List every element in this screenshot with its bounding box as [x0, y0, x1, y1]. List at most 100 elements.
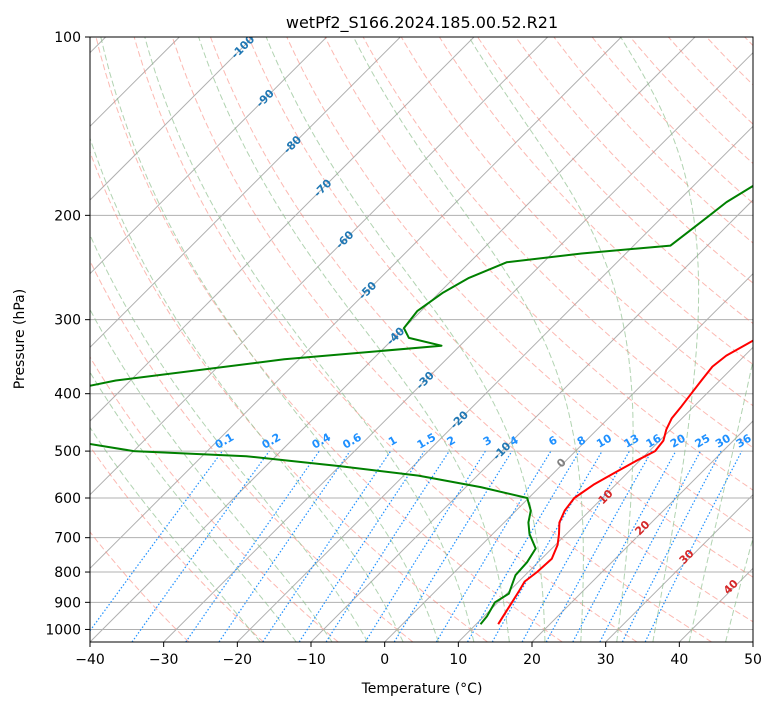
- mixing-ratio-line: [599, 450, 702, 642]
- mixing-ratio-label: 13: [622, 432, 642, 451]
- x-tick-label: −20: [223, 652, 253, 668]
- mixing-ratio-label: 20: [668, 431, 688, 450]
- dry-adiabat-line: [90, 445, 264, 642]
- mixing-ratio-line: [325, 450, 450, 642]
- dry-adiabat-line: [133, 37, 638, 642]
- moist-adiabat-line: [353, 37, 584, 642]
- x-axis-title: Temperature (°C): [361, 681, 483, 697]
- y-tick-label: 800: [54, 565, 81, 581]
- y-tick-label: 1000: [45, 622, 81, 638]
- moist-adiabat-label: 0: [554, 455, 569, 470]
- isotherm-line: [90, 37, 549, 496]
- isotherm-line: [90, 37, 696, 642]
- mixing-ratio-label: 25: [693, 432, 713, 451]
- mixing-ratio-line: [644, 450, 743, 642]
- y-tick-label: 400: [54, 387, 81, 403]
- isotherm-line: [90, 37, 475, 422]
- dry-adiabat-line: [553, 37, 753, 244]
- mixing-ratio-line: [218, 450, 351, 642]
- dry-adiabat-line: [629, 37, 753, 165]
- mixing-ratio-label: 0.2: [260, 431, 283, 452]
- moist-adiabat-line: [90, 371, 297, 642]
- mixing-ratio-line: [393, 450, 513, 642]
- moist-adiabat-line: [90, 308, 333, 642]
- dry-adiabat-line: [90, 259, 414, 642]
- plot-frame: [89, 36, 754, 643]
- y-tick-label: 100: [54, 30, 81, 46]
- mixing-ratio-label: 6: [546, 433, 559, 448]
- moist-adiabat-line: [265, 37, 546, 642]
- moist-adiabat-line: [144, 37, 475, 642]
- mixing-ratio-line: [90, 450, 223, 632]
- profile-lines: [90, 184, 753, 625]
- moist-adiabat-line: [90, 233, 369, 642]
- dry-adiabat-line: [286, 37, 753, 534]
- moist-adiabat-line: [90, 136, 404, 642]
- dry-adiabat-line: [324, 37, 753, 491]
- dewpoint-profile-line: [90, 184, 753, 625]
- mixing-ratio-line: [364, 450, 486, 642]
- x-tick-label: 40: [670, 652, 688, 668]
- y-tick-label: 200: [54, 208, 81, 224]
- mixing-ratio-line: [262, 450, 392, 642]
- y-tick-label: 700: [54, 531, 81, 547]
- background-lines: [90, 37, 775, 642]
- mixing-ratio-label: 1: [386, 434, 399, 449]
- chart-title: wetPf2_S166.2024.185.00.52.R21: [286, 13, 558, 33]
- dry-adiabat-line: [248, 37, 753, 578]
- isotherm-line: [90, 37, 254, 201]
- dry-adiabat-line: [210, 37, 753, 623]
- y-axis-title: Pressure (hPa): [12, 289, 28, 389]
- y-tick-label: 600: [54, 491, 81, 507]
- mixing-ratio-line: [621, 450, 722, 642]
- mixing-ratio-line: [131, 450, 270, 642]
- isotherm-line: [236, 125, 753, 642]
- moist-adiabat-line: [90, 426, 261, 642]
- mixing-ratio-label: 10: [594, 431, 614, 450]
- isotherm-line: [678, 567, 753, 642]
- isotherm-line: [531, 420, 753, 642]
- dry-adiabat-line: [515, 37, 753, 284]
- x-tick-label: 30: [597, 652, 615, 668]
- isotherm-line: [384, 272, 753, 642]
- mixing-ratio-line: [572, 450, 677, 642]
- dry-adiabat-line: [400, 37, 753, 407]
- isotherm-line: [90, 37, 401, 349]
- x-tick-label: −40: [75, 652, 105, 668]
- moist-adiabat-label: 20: [632, 518, 652, 538]
- x-tick-label: 0: [380, 652, 389, 668]
- mixing-ratio-label: 2: [445, 434, 458, 449]
- y-tick-label: 900: [54, 595, 81, 611]
- x-tick-label: −10: [296, 652, 326, 668]
- moist-adiabat-line: [688, 358, 753, 642]
- y-tick-label: 300: [54, 313, 81, 329]
- mixing-ratio-label: 36: [734, 431, 754, 450]
- temperature-profile-line: [497, 339, 753, 625]
- moist-adiabat-label: 30: [677, 547, 697, 567]
- mixing-ratio-label: 1.5: [415, 431, 438, 452]
- moist-adiabat-line: [620, 37, 700, 642]
- dry-adiabat-line: [477, 37, 753, 325]
- mixing-ratio-label: 16: [644, 431, 664, 450]
- dry-adiabat-line: [362, 37, 753, 449]
- moist-adiabat-line: [725, 536, 753, 642]
- mixing-ratio-label: 0.6: [340, 430, 364, 451]
- moist-adiabat-line: [762, 37, 775, 642]
- mixing-ratio-line: [521, 450, 631, 642]
- dry-adiabat-line: [438, 37, 753, 366]
- isotherm-line: [90, 37, 328, 275]
- moist-adiabat-line: [198, 37, 510, 642]
- isotherm-line: [90, 37, 622, 570]
- isotherm-line: [605, 493, 753, 642]
- mixing-ratio-line: [545, 450, 653, 642]
- dry-adiabat-line: [90, 356, 339, 642]
- isotherm-line: [163, 51, 753, 642]
- moist-adiabat-line: [100, 37, 439, 642]
- y-tick-label: 500: [54, 444, 81, 460]
- x-tick-label: 10: [449, 652, 467, 668]
- x-tick-label: −30: [149, 652, 179, 668]
- moist-adiabat-line: [468, 37, 634, 642]
- isotherm-line: [752, 641, 753, 642]
- dry-adiabat-line: [591, 37, 753, 204]
